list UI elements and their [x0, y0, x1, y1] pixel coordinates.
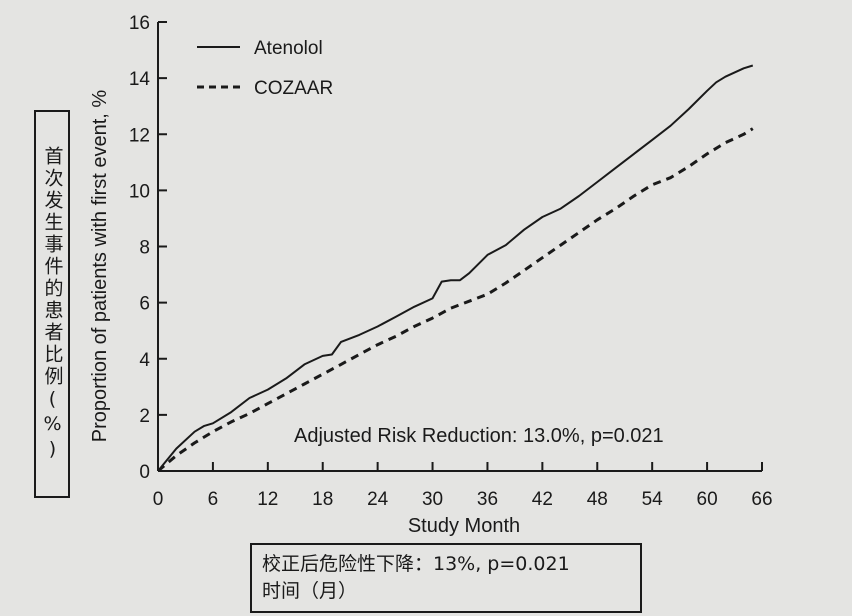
y-tick-label: 6 [139, 294, 150, 315]
series-line-cozaar [157, 127, 754, 473]
x-tick-label: 60 [697, 489, 718, 510]
cn-caption-box: 校正后危险性下降：13%, p=0.021 时间（月） [250, 543, 642, 613]
cn-x-axis-label: 时间（月） [262, 580, 358, 602]
x-tick-label: 24 [367, 489, 389, 510]
legend: Atenolol COZAAR [197, 38, 333, 99]
x-tick-label: 12 [257, 489, 278, 510]
cn-y-axis-label-box: 首次发生事件的患者比例(%) [34, 110, 70, 498]
y-tick-label: 16 [129, 13, 150, 34]
y-tick-label: 4 [139, 350, 150, 371]
legend-label-cozaar: COZAAR [254, 78, 333, 99]
y-tick-label: 8 [139, 238, 150, 259]
x-axis-title: Study Month [408, 515, 520, 537]
x-tick-label: 18 [312, 489, 333, 510]
y-tick-label: 12 [129, 125, 150, 146]
y-tick-label: 2 [139, 406, 150, 427]
x-tick-label: 36 [477, 489, 498, 510]
x-tick-label: 48 [587, 489, 608, 510]
x-tick-label: 0 [153, 489, 164, 510]
x-tick-label: 42 [532, 489, 553, 510]
cn-annotation: 校正后危险性下降：13%, p=0.021 [262, 553, 570, 575]
cn-y-axis-label: 首次发生事件的患者比例(%) [41, 145, 64, 463]
series-lines [157, 64, 754, 473]
risk-reduction-annotation: Adjusted Risk Reduction: 13.0%, p=0.021 [294, 425, 664, 447]
y-tick-label: 14 [129, 69, 151, 90]
x-tick-label: 30 [422, 489, 443, 510]
series-line-atenolol [157, 64, 754, 472]
y-tick-label: 0 [139, 462, 150, 483]
y-axis-title: Proportion of patients with first event,… [89, 90, 111, 443]
x-tick-label: 6 [208, 489, 219, 510]
axes [157, 22, 762, 472]
x-tick-label: 66 [751, 489, 772, 510]
legend-label-atenolol: Atenolol [254, 38, 323, 59]
y-tick-label: 10 [129, 181, 150, 202]
x-tick-label: 54 [642, 489, 664, 510]
